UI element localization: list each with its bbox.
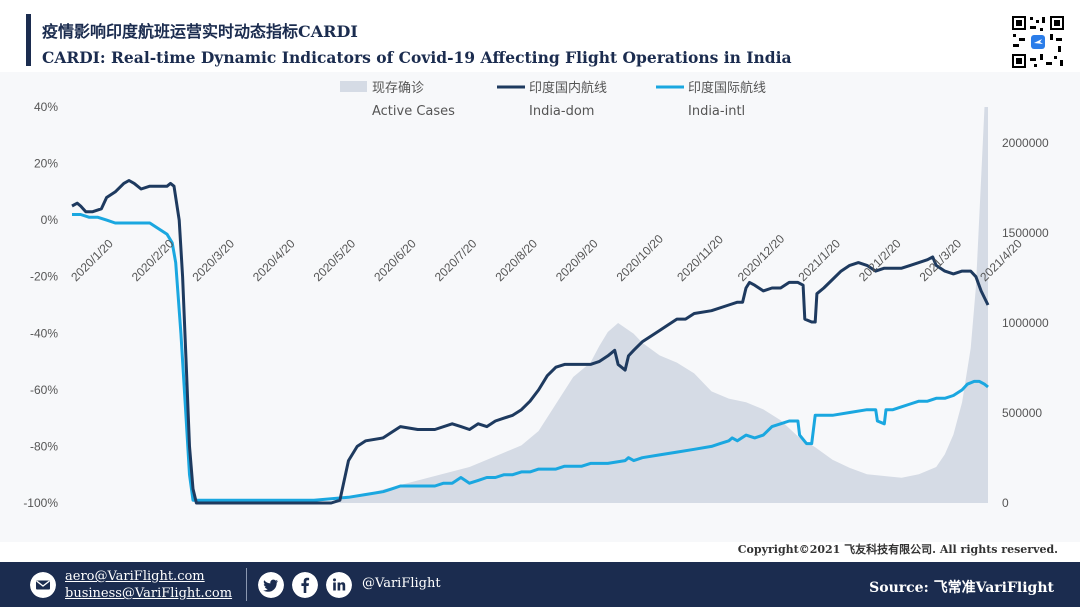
- y-left-tick-label: -20%: [30, 270, 58, 284]
- copyright-text: Copyright©2021 飞友科技有限公司. All rights rese…: [737, 543, 1058, 556]
- y-left-tick-label: -60%: [30, 383, 58, 397]
- y-right-tick-label: 500000: [1002, 406, 1042, 420]
- y-right-tick-label: 1500000: [1002, 226, 1049, 240]
- y-left-axis: 40% 20% 0% -20% -40% -60% -80% -100%: [23, 100, 58, 510]
- legend-label-cn: 现存确诊: [372, 81, 424, 96]
- legend-label-cn: 印度国际航线: [688, 80, 766, 96]
- footer-divider: [246, 568, 247, 601]
- footer: aero@VariFlight.com business@VariFlight.…: [0, 562, 1080, 607]
- chart: 40% 20% 0% -20% -40% -60% -80% -100% 2000000 150…: [0, 72, 1080, 542]
- qr-code-icon: [1010, 14, 1066, 70]
- y-left-tick-label: -40%: [30, 326, 58, 340]
- legend-label-cn: 印度国内航线: [529, 80, 607, 96]
- mail-icon: [30, 572, 56, 598]
- y-left-tick-label: 20%: [34, 157, 58, 171]
- legend-swatch-area: [340, 81, 367, 92]
- title-accent-bar: [26, 14, 31, 66]
- email-link-business[interactable]: business@VariFlight.com: [65, 586, 233, 601]
- y-right-tick-label: 0: [1002, 496, 1009, 510]
- contact-emails: aero@VariFlight.com business@VariFlight.…: [65, 568, 232, 602]
- y-right-tick-label: 1000000: [1002, 316, 1049, 330]
- linkedin-icon[interactable]: [326, 572, 352, 598]
- facebook-icon[interactable]: [292, 572, 318, 598]
- legend-label-en: India-dom: [529, 104, 594, 119]
- legend: 现存确诊 Active Cases 印度国内航线 India-dom 印度国际航线 Ind…: [340, 80, 766, 119]
- series-india-intl-line: [72, 213, 989, 502]
- twitter-icon[interactable]: [258, 572, 284, 598]
- y-left-tick-label: 0%: [41, 213, 59, 227]
- y-left-tick-label: 40%: [34, 100, 58, 114]
- series-layer: [71, 107, 990, 505]
- legend-label-en: Active Cases: [372, 104, 455, 119]
- y-left-tick-label: -80%: [30, 439, 58, 453]
- y-right-tick-label: 2000000: [1002, 136, 1049, 150]
- source-text: Source: 飞常准VariFlight: [869, 580, 1054, 596]
- email-link-aero[interactable]: aero@VariFlight.com: [65, 569, 205, 584]
- series-india-dom-line: [71, 179, 990, 505]
- legend-label-en: India-intl: [688, 104, 745, 119]
- page-title-cn: 疫情影响印度航班运营实时动态指标CARDI: [42, 22, 358, 41]
- y-right-axis: 2000000 1500000 1000000 500000 0: [1002, 136, 1049, 510]
- page-title-en: CARDI: Real-time Dynamic Indicators of C…: [42, 48, 792, 67]
- y-left-tick-label: -100%: [23, 496, 58, 510]
- social-handle: @VariFlight: [362, 576, 441, 591]
